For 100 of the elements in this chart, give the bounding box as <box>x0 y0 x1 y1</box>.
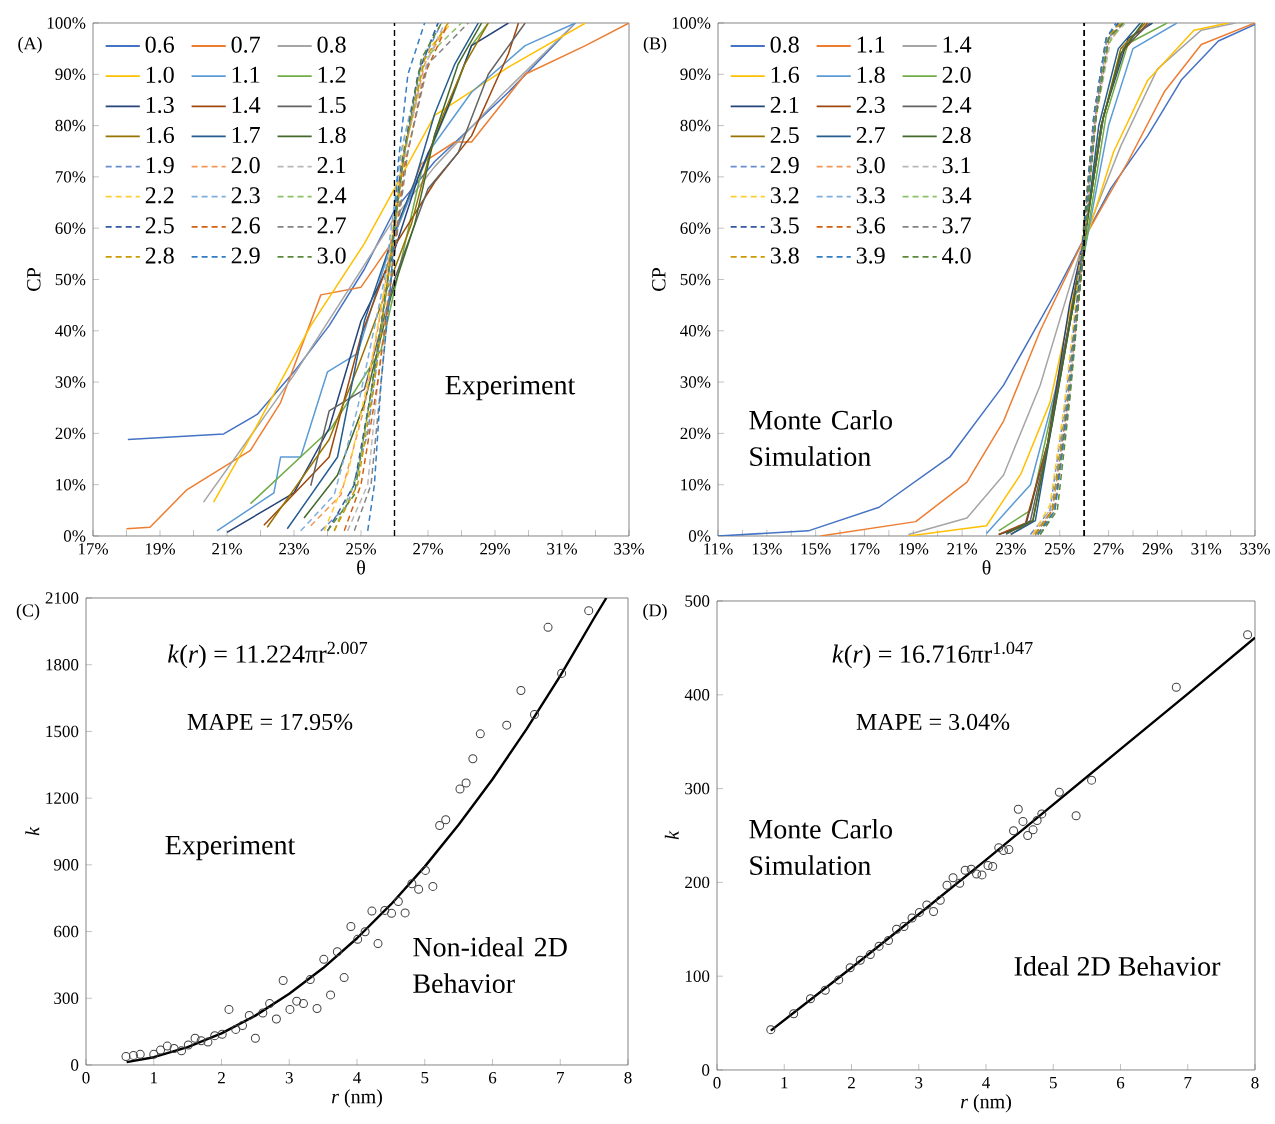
legend-label: 2.9 <box>231 247 260 264</box>
annotation: Experiment <box>445 375 576 401</box>
x-tick-label: 11% <box>704 543 733 555</box>
legend-label: 1.1 <box>857 36 885 53</box>
legend-label: 2.7 <box>317 217 346 234</box>
y-tick-label: 200 <box>685 876 710 889</box>
annotation: k(r) = 11.224πr$^{2.007}$ <box>168 641 368 669</box>
x-axis-title: r (nm) <box>960 1094 1011 1113</box>
legend-label: 3.4 <box>942 187 972 204</box>
x-tick-label: 4 <box>982 1077 990 1089</box>
x-tick-label: 6 <box>488 1072 497 1084</box>
x-tick-label: 31% <box>1191 543 1222 555</box>
x-tick-label: 27% <box>1093 543 1124 555</box>
x-tick-label: 15% <box>801 543 831 555</box>
x-tick-label: 29% <box>480 543 511 555</box>
legend-label: 2.3 <box>856 96 885 114</box>
text: (D) <box>643 603 667 621</box>
x-tick-label: 1 <box>781 1077 788 1089</box>
x-tick-label: 23% <box>996 543 1026 555</box>
x-tick-label: 6 <box>1116 1077 1125 1089</box>
legend-label: 0.6 <box>145 36 174 53</box>
text: (C) <box>16 603 40 621</box>
y-tick-label: 50% <box>680 273 711 286</box>
x-tick-label: 2 <box>848 1077 855 1089</box>
legend-label: 1.8 <box>318 126 346 144</box>
y-tick-label: 1500 <box>46 725 79 738</box>
legend-label: 3.5 <box>770 217 799 234</box>
legend-label: 2.2 <box>145 187 174 204</box>
y-tick-label: 30% <box>55 376 86 388</box>
legend-label: 1.4 <box>232 96 261 114</box>
y-axis-title: k <box>664 830 679 840</box>
legend-label: 1.0 <box>146 66 174 83</box>
legend-label: 2.0 <box>231 157 260 174</box>
legend-label: 2.5 <box>145 217 174 234</box>
x-tick-label: 0 <box>713 1077 721 1089</box>
annotation: Experiment <box>165 835 296 861</box>
legend-label: 3.1 <box>942 157 971 174</box>
x-axis-title: θ <box>982 560 991 575</box>
legend-label: 3.3 <box>856 187 885 204</box>
y-tick-label: 0% <box>63 530 86 542</box>
legend-label: 2.4 <box>317 187 347 204</box>
x-tick-label: 4 <box>353 1072 361 1084</box>
y-axis-title: CP <box>27 268 41 291</box>
x-tick-label: 19% <box>899 543 929 555</box>
legend-label: 2.4 <box>942 96 972 114</box>
y-tick-label: 60% <box>55 222 86 234</box>
y-tick-label: 60% <box>680 222 711 234</box>
legend-label: 2.7 <box>856 126 885 144</box>
legend-label: 1.2 <box>318 66 346 83</box>
y-tick-label: 300 <box>685 782 710 795</box>
legend-label: 1.1 <box>232 66 260 83</box>
legend-label: 1.9 <box>146 157 174 174</box>
y-tick-label: 20% <box>55 427 86 440</box>
legend-label: 0.8 <box>770 36 799 53</box>
legend-label: 1.3 <box>146 96 174 114</box>
y-tick-label: 0 <box>71 1059 79 1071</box>
y-tick-label: 90% <box>55 68 86 81</box>
y-tick-label: 300 <box>54 992 79 1004</box>
legend-label: 1.5 <box>318 96 346 114</box>
x-tick-label: 17% <box>78 543 109 555</box>
y-tick-label: 10% <box>56 478 86 491</box>
x-tick-label: 17% <box>850 543 880 555</box>
y-tick-label: 40% <box>55 325 86 337</box>
y-tick-label: 500 <box>685 595 710 607</box>
annotation: Monte Carlo Simulation <box>749 409 892 467</box>
x-tick-label: 5 <box>1049 1077 1057 1089</box>
x-tick-label: 5 <box>421 1072 429 1084</box>
x-tick-label: 3 <box>915 1077 923 1089</box>
y-tick-label: 90% <box>680 68 711 81</box>
legend-label: 2.8 <box>145 247 174 264</box>
annotation: Ideal 2D Behavior <box>1014 956 1221 976</box>
legend-label: 1.4 <box>943 36 972 53</box>
legend-label: 3.8 <box>770 247 799 264</box>
legend-label: 0.7 <box>231 36 260 53</box>
y-tick-label: 900 <box>53 859 79 871</box>
y-tick-label: 100% <box>672 17 711 29</box>
y-tick-label: 2100 <box>45 592 79 604</box>
legend-label: 2.1 <box>770 96 799 114</box>
annotation: k(r) = 16.716πr$^{1.047}$ <box>832 641 1033 669</box>
legend-label: 2.0 <box>942 66 971 83</box>
y-tick-label: 30% <box>680 376 711 388</box>
y-tick-label: 0 <box>702 1064 710 1076</box>
annotation: MAPE = 17.95% <box>187 713 353 731</box>
y-tick-label: 400 <box>684 689 710 701</box>
legend-label: 0.8 <box>317 36 346 53</box>
legend-label: 3.9 <box>856 247 885 264</box>
y-tick-label: 40% <box>680 325 711 337</box>
x-tick-label: 31% <box>547 543 577 555</box>
legend-label: 2.8 <box>942 126 971 144</box>
legend-label: 2.1 <box>317 157 346 174</box>
y-tick-label: 10% <box>681 478 711 491</box>
x-tick-label: 33% <box>1240 543 1270 555</box>
legend-label: 3.2 <box>770 187 799 204</box>
x-tick-label: 21% <box>947 543 978 555</box>
annotation: Non-ideal 2D Behavior <box>413 936 567 994</box>
legend-label: 1.6 <box>771 66 800 83</box>
x-tick-label: 23% <box>279 543 310 555</box>
x-tick-label: 2 <box>218 1072 225 1084</box>
legend-label: 2.9 <box>770 157 799 174</box>
x-tick-label: 25% <box>1044 543 1075 555</box>
